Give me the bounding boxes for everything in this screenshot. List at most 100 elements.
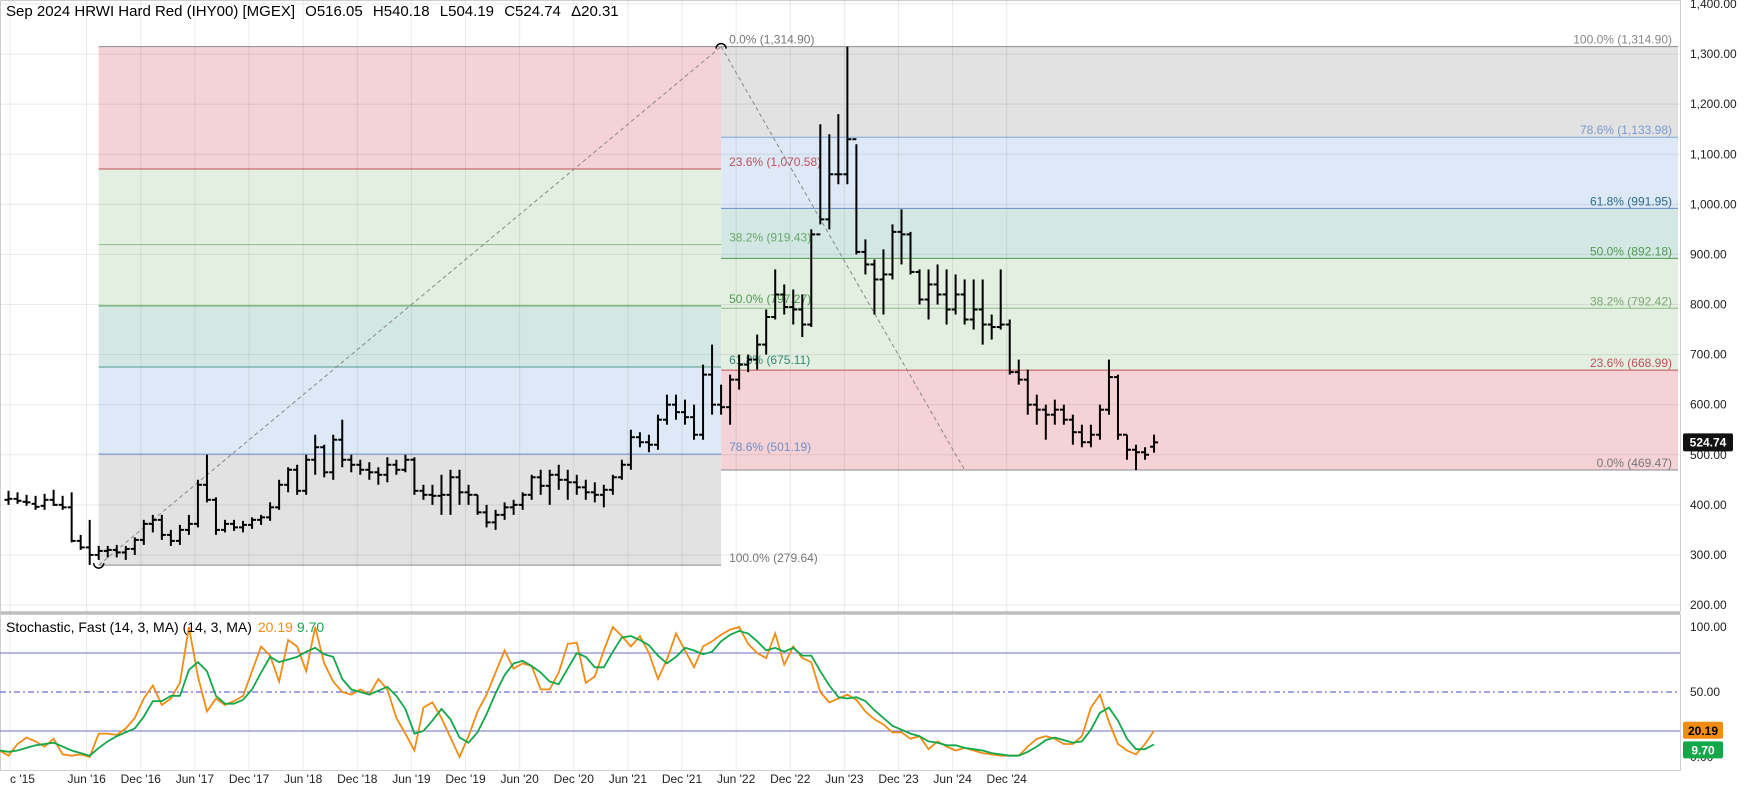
- ohlc-bar: [76, 534, 85, 550]
- ohlc-bar: [635, 432, 644, 448]
- price-axis-tick: 1,400.00: [1690, 0, 1737, 11]
- fib-zone-up: [98, 168, 722, 245]
- x-axis-tick: Jun '24: [933, 772, 972, 786]
- stochastic-k-badge-text: 20.19: [1688, 724, 1718, 738]
- price-axis-tick: 1,000.00: [1690, 197, 1737, 211]
- ohlc-bar: [1059, 404, 1068, 425]
- ohlc-bar: [545, 469, 554, 505]
- ohlc-bar: [428, 484, 437, 505]
- fib-zone-down: [721, 370, 1678, 471]
- ohlc-bar: [897, 209, 906, 265]
- ohlc-bar: [1095, 404, 1104, 440]
- ohlc-bar: [311, 434, 320, 475]
- ohlc-bar: [870, 259, 879, 315]
- ohlc-bar: [762, 309, 771, 355]
- ohlc-bar: [653, 414, 662, 450]
- stochastic-d-line: [0, 629, 1155, 757]
- fib-zone-down: [721, 46, 1678, 138]
- ohlc-bar: [329, 434, 338, 480]
- ohlc-bar: [590, 482, 599, 503]
- fib-zone-up: [98, 244, 722, 306]
- ohlc-bar: [915, 269, 924, 305]
- ohlc-bar: [744, 354, 753, 373]
- ohlc-bar: [1068, 414, 1077, 445]
- ohlc-bar: [888, 224, 897, 280]
- ohlc-bar: [536, 469, 545, 495]
- ohlc-bar: [563, 469, 572, 500]
- ohlc-bar: [67, 492, 76, 543]
- ohlc-bar: [401, 454, 410, 473]
- ohlc-bar: [924, 269, 933, 320]
- fib-trendline-up: [98, 46, 722, 566]
- price-axis-tick: 300.00: [1690, 548, 1727, 562]
- ohlc-bar: [987, 314, 996, 340]
- ohlc-bar: [13, 492, 22, 504]
- fib-zone-up: [98, 367, 722, 455]
- fib-label-up: 38.2% (919.43): [729, 231, 811, 245]
- x-axis-tick: Jun '17: [176, 772, 215, 786]
- ohlc-bar: [1014, 359, 1023, 385]
- ohlc-bar: [861, 239, 870, 275]
- x-axis-tick: Dec '18: [337, 772, 378, 786]
- ohlc-bar: [500, 502, 509, 520]
- fib-label-down: 38.2% (792.42): [1590, 294, 1672, 308]
- ohlc-bar: [662, 394, 671, 425]
- x-axis-tick: Dec '16: [121, 772, 162, 786]
- ohlc-bar: [717, 384, 726, 415]
- x-axis-tick: Jun '20: [500, 772, 539, 786]
- ohlc-bar: [4, 490, 13, 505]
- ohlc-bar: [293, 464, 302, 495]
- ohlc-bar: [572, 474, 581, 495]
- ohlc-bar: [969, 279, 978, 330]
- ohlc-bar: [464, 484, 473, 505]
- ohlc-bar: [193, 479, 202, 528]
- chart-header: Sep 2024 HRWI Hard Red (IHY00) [MGEX] O5…: [6, 3, 625, 20]
- ohlc-bar: [130, 537, 139, 555]
- ohlc-bar: [166, 529, 175, 546]
- high-value: H540.18: [372, 3, 430, 20]
- ohlc-bar: [302, 454, 311, 495]
- ohlc-bar: [320, 444, 329, 478]
- ohlc-bar: [581, 479, 590, 500]
- ohlc-bar: [148, 514, 157, 533]
- low-value: L504.19: [439, 3, 495, 20]
- ohlc-bar: [157, 514, 166, 540]
- last-price-badge: [1683, 433, 1733, 452]
- ohlc-bar: [239, 520, 248, 533]
- fib-zone-down: [721, 308, 1678, 371]
- fib-zone-down: [721, 137, 1678, 209]
- price-axis-tick: 200.00: [1690, 598, 1727, 612]
- fib-zone-down: [721, 208, 1678, 259]
- ohlc-bar: [906, 231, 915, 275]
- open-value: O516.05: [305, 3, 363, 20]
- ohlc-bar: [690, 404, 699, 440]
- x-axis-tick: Jun '19: [392, 772, 431, 786]
- fib-label-down: 78.6% (1,133.98): [1580, 123, 1672, 137]
- fib-zone-up: [98, 46, 722, 169]
- x-axis-tick: Dec '19: [445, 772, 486, 786]
- x-axis-tick: c '15: [10, 772, 35, 786]
- fib-label-up: 78.6% (501.19): [729, 440, 811, 454]
- fib-zone-up: [98, 305, 722, 368]
- ohlc-bar: [1150, 434, 1159, 453]
- ohlc-bar: [338, 419, 347, 468]
- price-axis-tick: 900.00: [1690, 247, 1727, 261]
- ohlc-bar: [121, 545, 130, 560]
- ohlc-bar: [58, 495, 67, 510]
- ohlc-bar: [735, 354, 744, 390]
- ohlc-bar: [491, 509, 500, 530]
- fib-anchor-low: [92, 562, 105, 569]
- ohlc-bar: [1141, 447, 1150, 460]
- ohlc-bar: [599, 484, 608, 508]
- ohlc-bar: [40, 493, 49, 510]
- ohlc-bar: [1023, 369, 1032, 415]
- stochastic-k-badge: [1683, 721, 1723, 739]
- x-axis-tick: Dec '24: [987, 772, 1028, 786]
- ohlc-bar: [374, 467, 383, 485]
- fib-trendline-down: [720, 46, 966, 471]
- fib-zone-down: [721, 258, 1678, 309]
- ohlc-bar: [816, 124, 825, 236]
- ohlc-bar: [843, 46, 852, 185]
- ohlc-bar: [392, 459, 401, 475]
